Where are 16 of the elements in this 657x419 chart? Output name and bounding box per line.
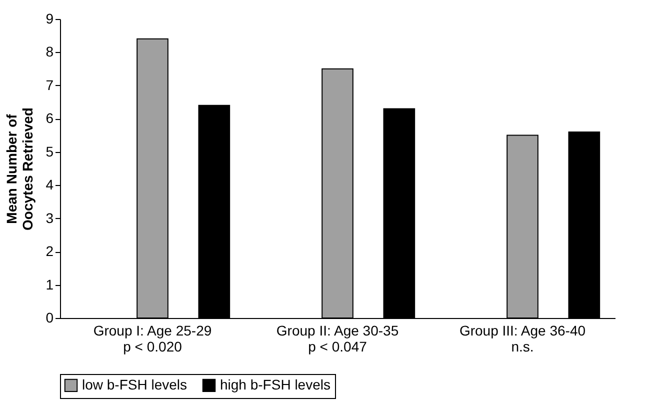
y-tick-label: 9 (46, 10, 54, 26)
y-tick-label: 4 (46, 176, 54, 193)
x-tick-label: Group III: Age 36-40 n.s. (459, 322, 586, 354)
x-tick-label: Group II: Age 30-35 p < 0.047 (276, 322, 399, 354)
y-tick-label: 3 (46, 210, 54, 226)
y-tick-label: 8 (46, 44, 54, 60)
x-tick-label: Group I: Age 25-29 p < 0.020 (93, 322, 212, 354)
legend-label: high b-FSH levels (220, 376, 330, 392)
y-tick-label: 7 (46, 76, 54, 93)
y-tick-label: 2 (46, 243, 54, 260)
y-tick-label: 5 (46, 143, 54, 160)
y-tick-label: 0 (46, 310, 54, 326)
y-tick-label: 6 (46, 110, 54, 126)
y-tick-label: 1 (46, 276, 54, 292)
y-axis-title: Mean Number of Oocytes Retrieved (4, 108, 36, 230)
legend-label: low b-FSH levels (82, 376, 188, 392)
